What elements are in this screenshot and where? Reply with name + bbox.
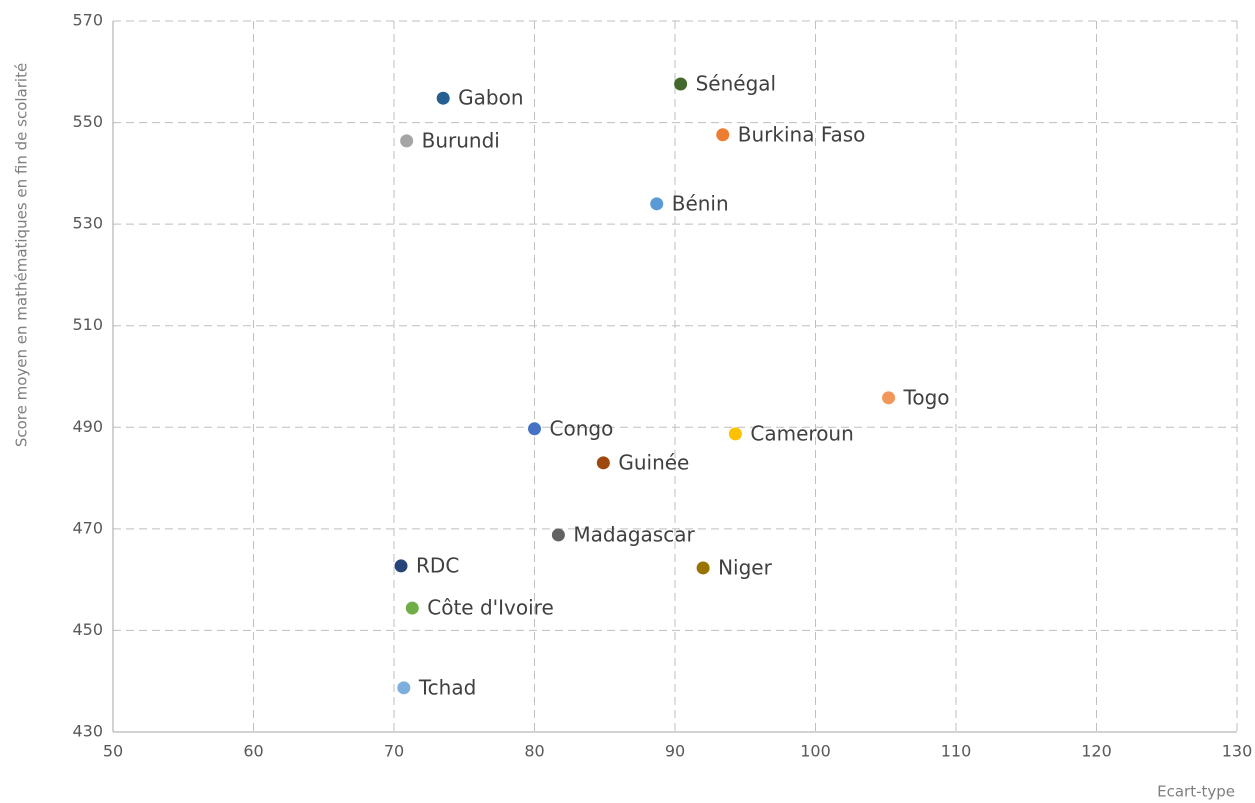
y-tick-label: 470 (72, 518, 103, 537)
point (696, 561, 710, 575)
y-axis-title: Score moyen en mathématiques en fin de s… (13, 63, 31, 447)
x-tick-label: 110 (941, 742, 972, 761)
x-tick-label: 120 (1081, 742, 1112, 761)
point (400, 134, 414, 148)
point (397, 681, 411, 695)
y-tick-label: 510 (72, 315, 103, 334)
point (716, 128, 730, 142)
point-label: Sénégal (696, 71, 777, 95)
point-label: Côte d'Ivoire (427, 596, 554, 620)
x-tick-label: 90 (665, 742, 685, 761)
point-label: Bénin (672, 191, 729, 215)
x-tick-label: 100 (800, 742, 831, 761)
x-axis-title: Ecart-type (1157, 783, 1235, 801)
point-label: Congo (550, 416, 614, 440)
point (528, 422, 541, 436)
point (674, 77, 688, 91)
y-tick-label: 530 (72, 214, 103, 233)
x-tick-label: 50 (103, 742, 123, 761)
x-tick-label: 60 (243, 742, 263, 761)
point-label: Niger (718, 555, 773, 579)
point-label: Tchad (418, 675, 476, 699)
point-label: Burkina Faso (738, 122, 866, 146)
point (882, 391, 896, 405)
x-tick-label: 130 (1222, 742, 1253, 761)
point-label: Cameroun (750, 421, 853, 445)
point-label: Togo (903, 385, 950, 409)
point (728, 427, 742, 441)
x-tick-label: 70 (384, 742, 404, 761)
point-label: Madagascar (573, 522, 695, 546)
point-label: Burundi (422, 128, 500, 152)
point (405, 601, 419, 615)
y-tick-label: 490 (72, 417, 103, 436)
point-label: RDC (416, 553, 459, 577)
y-tick-label: 430 (72, 722, 103, 741)
point-label: Gabon (458, 86, 523, 110)
point (394, 559, 408, 573)
point (551, 528, 565, 542)
point-label: Guinée (618, 450, 689, 474)
point (650, 197, 664, 211)
y-tick-label: 450 (72, 620, 103, 639)
point (436, 91, 450, 105)
x-tick-label: 80 (524, 742, 544, 761)
y-tick-label: 550 (72, 112, 103, 131)
y-tick-label: 570 (72, 11, 103, 30)
point (596, 456, 610, 470)
